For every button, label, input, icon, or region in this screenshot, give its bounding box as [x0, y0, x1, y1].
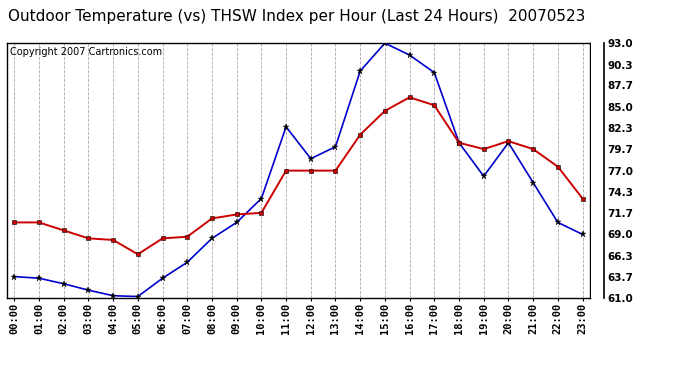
Text: Outdoor Temperature (vs) THSW Index per Hour (Last 24 Hours)  20070523: Outdoor Temperature (vs) THSW Index per …: [8, 9, 585, 24]
Text: Copyright 2007 Cartronics.com: Copyright 2007 Cartronics.com: [10, 47, 162, 57]
